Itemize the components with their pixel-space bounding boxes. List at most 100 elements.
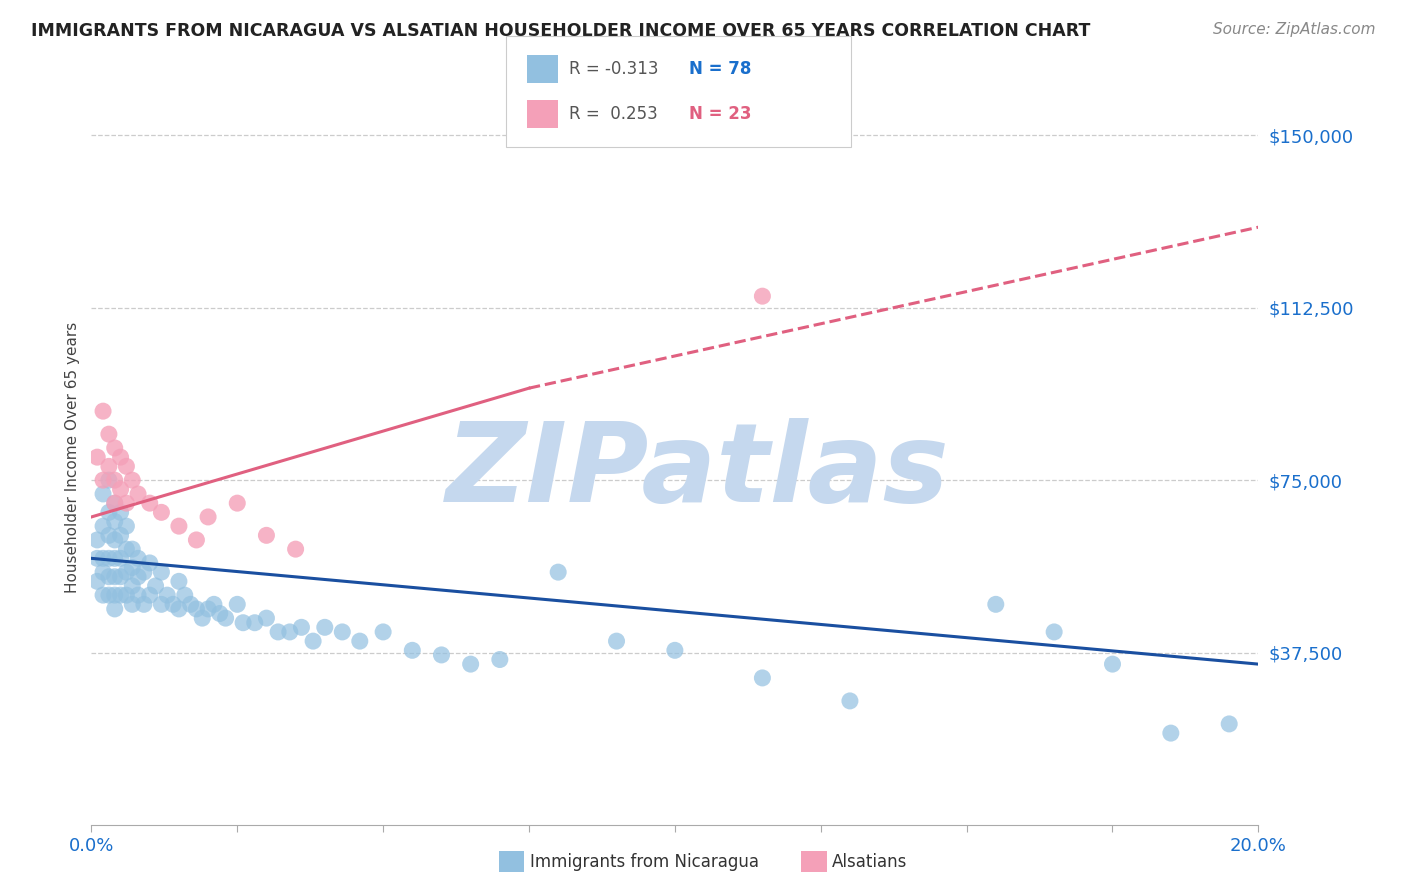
Point bbox=[1101, 657, 1123, 672]
Point bbox=[984, 598, 1007, 612]
Point bbox=[110, 505, 132, 519]
Point bbox=[214, 611, 236, 625]
Text: Source: ZipAtlas.com: Source: ZipAtlas.com bbox=[1212, 22, 1375, 37]
Point bbox=[401, 643, 423, 657]
Point bbox=[150, 565, 173, 579]
Point bbox=[267, 624, 290, 639]
Point bbox=[115, 496, 138, 510]
Point bbox=[162, 598, 184, 612]
Point bbox=[132, 565, 155, 579]
Point bbox=[290, 620, 312, 634]
Point bbox=[302, 634, 325, 648]
Point bbox=[86, 533, 108, 547]
Point bbox=[104, 551, 127, 566]
Point bbox=[156, 588, 179, 602]
Point bbox=[138, 556, 162, 570]
Point bbox=[751, 289, 773, 303]
Point bbox=[97, 570, 120, 584]
Point bbox=[115, 565, 138, 579]
Point bbox=[145, 579, 167, 593]
Point bbox=[605, 634, 627, 648]
Point bbox=[138, 588, 162, 602]
Point bbox=[254, 611, 277, 625]
Point bbox=[86, 450, 108, 464]
Point bbox=[104, 441, 127, 455]
Point bbox=[110, 483, 132, 497]
Point bbox=[664, 643, 686, 657]
Point bbox=[97, 528, 120, 542]
Y-axis label: Householder Income Over 65 years: Householder Income Over 65 years bbox=[65, 321, 80, 593]
Point bbox=[167, 602, 190, 616]
Point bbox=[104, 515, 127, 529]
Point bbox=[202, 598, 225, 612]
Point bbox=[330, 624, 353, 639]
Point bbox=[97, 551, 120, 566]
Point bbox=[127, 588, 149, 602]
Point bbox=[121, 579, 143, 593]
Point bbox=[104, 496, 127, 510]
Text: R = -0.313: R = -0.313 bbox=[569, 60, 659, 78]
Point bbox=[191, 611, 214, 625]
Point bbox=[104, 588, 127, 602]
Point bbox=[86, 574, 108, 589]
Point bbox=[460, 657, 482, 672]
Point bbox=[226, 496, 249, 510]
Point bbox=[115, 588, 138, 602]
Point bbox=[110, 588, 132, 602]
Point bbox=[127, 551, 149, 566]
Text: ZIPatlas: ZIPatlas bbox=[446, 418, 950, 525]
Text: N = 78: N = 78 bbox=[689, 60, 751, 78]
Point bbox=[110, 570, 132, 584]
Point bbox=[115, 519, 138, 533]
Text: N = 23: N = 23 bbox=[689, 105, 751, 123]
Point bbox=[197, 602, 219, 616]
Point bbox=[121, 542, 143, 557]
Point bbox=[226, 598, 249, 612]
Point bbox=[132, 598, 155, 612]
Point bbox=[110, 551, 132, 566]
Point bbox=[104, 473, 127, 487]
Point bbox=[86, 551, 108, 566]
Point bbox=[91, 473, 114, 487]
Point bbox=[115, 542, 138, 557]
Point bbox=[278, 624, 301, 639]
Point bbox=[104, 570, 127, 584]
Point bbox=[127, 570, 149, 584]
Point bbox=[91, 519, 114, 533]
Point bbox=[91, 404, 114, 418]
Point bbox=[314, 620, 336, 634]
Point bbox=[97, 427, 120, 442]
Text: IMMIGRANTS FROM NICARAGUA VS ALSATIAN HOUSEHOLDER INCOME OVER 65 YEARS CORRELATI: IMMIGRANTS FROM NICARAGUA VS ALSATIAN HO… bbox=[31, 22, 1090, 40]
Point bbox=[180, 598, 202, 612]
Point bbox=[115, 459, 138, 474]
Point bbox=[197, 510, 219, 524]
Point bbox=[547, 565, 569, 579]
Point bbox=[167, 519, 190, 533]
Point bbox=[127, 487, 149, 501]
Point bbox=[243, 615, 266, 630]
Point bbox=[104, 496, 127, 510]
Point bbox=[489, 652, 512, 666]
Point bbox=[91, 588, 114, 602]
Point bbox=[121, 560, 143, 574]
Point bbox=[349, 634, 371, 648]
Point bbox=[167, 574, 190, 589]
Point bbox=[254, 528, 277, 542]
Point bbox=[371, 624, 394, 639]
Point bbox=[110, 528, 132, 542]
Point bbox=[104, 533, 127, 547]
Text: R =  0.253: R = 0.253 bbox=[569, 105, 658, 123]
Point bbox=[97, 588, 120, 602]
Point bbox=[284, 542, 307, 557]
Point bbox=[121, 598, 143, 612]
Point bbox=[104, 602, 127, 616]
Point bbox=[208, 607, 231, 621]
Text: Alsatians: Alsatians bbox=[832, 853, 908, 871]
Point bbox=[150, 505, 173, 519]
Point bbox=[751, 671, 773, 685]
Point bbox=[97, 473, 120, 487]
Point bbox=[232, 615, 254, 630]
Point bbox=[150, 598, 173, 612]
Point bbox=[97, 505, 120, 519]
Point bbox=[186, 533, 208, 547]
